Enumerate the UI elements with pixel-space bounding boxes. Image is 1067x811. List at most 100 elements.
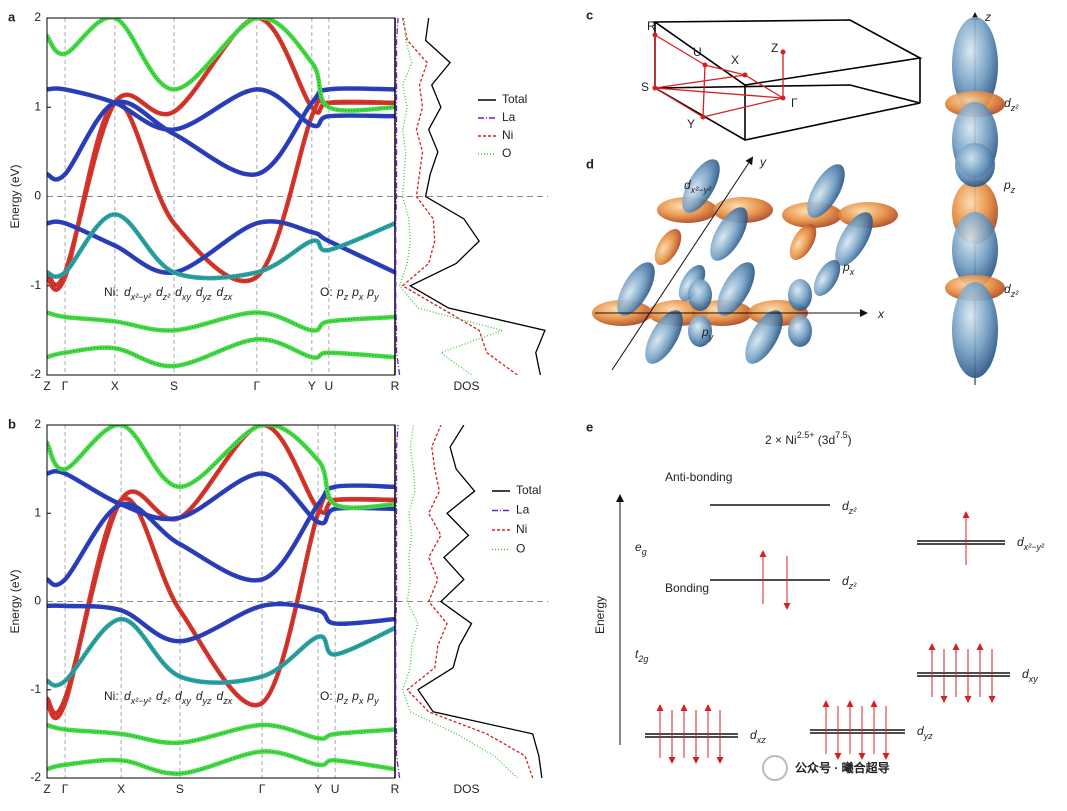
orbital-label-sub: z² (1010, 103, 1020, 113)
dos-curve (406, 425, 534, 778)
legend-label: Ni (516, 522, 527, 536)
band-dots (47, 312, 395, 332)
orbital-label-sub: z² (1010, 289, 1020, 299)
orbital-label-main: d (1004, 96, 1011, 110)
orbital-label-main: d (124, 285, 131, 299)
dos-curve (417, 425, 543, 778)
x-axis-label: DOS (453, 379, 479, 393)
orbital-lobe (654, 228, 682, 266)
band (47, 722, 395, 746)
orbital-lobe (955, 143, 995, 187)
orbital-prefix: O: (320, 689, 333, 703)
orbital-label-sub: z² (162, 292, 172, 302)
title-part: 2 × Ni (765, 433, 797, 447)
x-tick-label: Y (314, 782, 322, 796)
orbital-lobe (682, 159, 720, 213)
k-point (780, 49, 786, 55)
k-point-label: U (693, 45, 702, 59)
legend-label: La (502, 110, 516, 124)
x-tick-label: Z (43, 379, 50, 393)
y-tick-label: -1 (30, 682, 41, 696)
y-tick-label: 2 (34, 10, 41, 24)
orbital-label-main: d (196, 285, 203, 299)
orbital-label-sub: x (358, 696, 364, 706)
level-label-sub: z² (848, 506, 858, 516)
orbital-label: dx²−y² (684, 178, 712, 195)
orbital-label: dx²−y² (124, 285, 152, 302)
band-dots (47, 18, 395, 286)
bz-path (654, 34, 706, 66)
orbital-label: px (351, 285, 364, 302)
legend-label: Ni (502, 128, 513, 142)
legend-label: La (516, 503, 530, 517)
y-tick-label: 0 (34, 189, 41, 203)
orbital-label-sub: yz (202, 696, 213, 706)
orbital-lobe (617, 262, 655, 316)
k-point (780, 95, 786, 101)
orbital-label-main: p (351, 285, 359, 299)
orbital-label: dz² (1004, 96, 1019, 113)
x-tick-label: Γ (254, 379, 261, 393)
orbital-label-main: p (336, 285, 344, 299)
level-label-sub: xz (756, 735, 767, 745)
orbital-label: py (701, 325, 714, 342)
orbital-label-sub: z (343, 696, 349, 706)
group-label-sub: 2g (637, 654, 648, 664)
bands (47, 18, 395, 369)
orbital-label: dz² (156, 689, 171, 706)
watermark: 公众号 · 曦合超导 (795, 760, 890, 775)
orbital-prefix: Ni: (104, 285, 119, 299)
bz-path (704, 64, 746, 76)
band-dots (47, 18, 395, 112)
orbital-label-sub: x²−y² (130, 696, 152, 706)
orbital-label-main: p (701, 325, 709, 339)
orbital-label-main: p (366, 285, 374, 299)
dos-curves (395, 18, 546, 375)
orbital-label: py (366, 689, 379, 706)
y-axis-label: Energy (eV) (8, 164, 22, 228)
x-tick-label: Y (308, 379, 316, 393)
orbital-label: dz² (1004, 282, 1019, 299)
orbital-label-sub: xy (181, 292, 192, 302)
band (47, 86, 395, 182)
orbital-label: dz² (156, 285, 171, 302)
x-tick-label: R (391, 782, 400, 796)
legend-label: Total (502, 92, 527, 106)
orbital-label: px (842, 260, 855, 277)
orbital-lobe (717, 262, 755, 316)
y-tick-label: -2 (30, 770, 41, 784)
level-label: dxy (1022, 667, 1038, 684)
orbital-label-main: d (156, 285, 163, 299)
orbital-label-main: d (175, 689, 182, 703)
level-label: dx²−y² (1017, 535, 1045, 552)
band-dots (47, 425, 395, 509)
band (47, 219, 395, 275)
orbital-lobe (788, 315, 812, 347)
band-dots (47, 603, 395, 642)
legend-label: Total (516, 483, 541, 497)
level-label-main: d (842, 499, 849, 513)
band (47, 337, 395, 369)
axis (611, 156, 754, 371)
k-point-label: S (641, 80, 649, 94)
orbital-lobe (952, 212, 998, 288)
dos-curve (401, 18, 518, 375)
dos-curves (395, 425, 543, 778)
orbital-label-sub: xy (181, 696, 192, 706)
x-tick-label: Z (43, 782, 50, 796)
level-label-main: d (750, 728, 757, 742)
orbital-label: pz (1003, 178, 1016, 195)
orbital-label-sub: x (849, 267, 855, 277)
orbital-label-sub: z (343, 292, 349, 302)
dos-curve (395, 18, 401, 375)
orbital-lobe (710, 207, 748, 261)
orbital-label-sub: z (1010, 185, 1016, 195)
bz-path (654, 74, 746, 89)
y-tick-label: 0 (34, 594, 41, 608)
band-dots (47, 87, 395, 131)
level-label-main: d (1017, 535, 1024, 549)
orbital-label: pz (336, 689, 349, 706)
k-point-label: X (731, 53, 739, 67)
x-tick-label: R (391, 379, 400, 393)
